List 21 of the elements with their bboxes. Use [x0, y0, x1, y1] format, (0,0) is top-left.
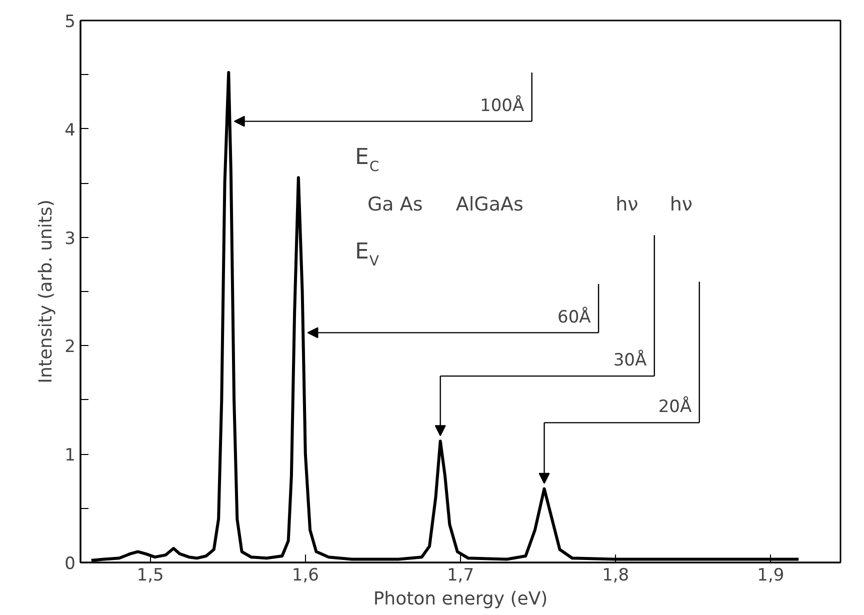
y-tick-label: 0 — [64, 554, 76, 574]
annotation: hν — [670, 194, 693, 216]
y-tick-label: 4 — [64, 120, 76, 140]
x-tick-label: 1,5 — [136, 566, 164, 586]
y-axis-title: Intensity (arb. units) — [36, 200, 57, 384]
x-tick-label: 1,7 — [446, 566, 474, 586]
x-tick-label: 1,6 — [292, 566, 319, 586]
y-tick-label: 5 — [64, 12, 76, 32]
x-tick-label: 1,9 — [757, 566, 784, 586]
y-tick-label: 2 — [64, 337, 76, 358]
x-tick-label: 1,8 — [602, 566, 630, 586]
annotation: hν — [616, 194, 638, 216]
annotation: 100Å — [480, 94, 524, 116]
annotation: 20Å — [658, 396, 692, 418]
annotation: Ga As — [367, 194, 423, 216]
annotation: 60Å — [558, 306, 592, 328]
annotation: 30Å — [613, 350, 647, 371]
y-tick-label: 1 — [64, 446, 76, 466]
y-tick-label: 3 — [64, 228, 76, 249]
x-axis-title: Photon energy (eV) — [373, 588, 548, 610]
annotation: AlGaAs — [456, 194, 524, 216]
